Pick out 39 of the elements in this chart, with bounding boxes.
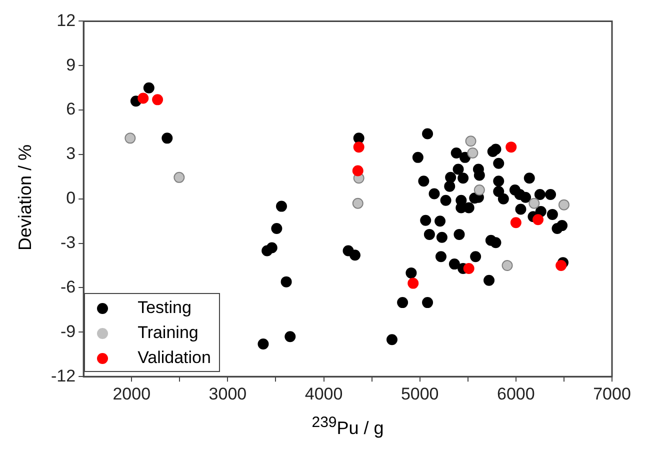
- point: [532, 214, 544, 226]
- y-axis-title: Deviation / %: [16, 143, 36, 252]
- point: [353, 142, 364, 153]
- point: [510, 217, 522, 228]
- legend-label: Training: [138, 323, 198, 344]
- point: [352, 165, 364, 176]
- point: [556, 260, 567, 272]
- legend-label: Validation: [138, 348, 211, 368]
- x-tick-label: 4000: [304, 384, 343, 404]
- y-tick-label: 9: [66, 55, 76, 74]
- y-tick-label: -12: [50, 366, 76, 386]
- y-tick-label: 6: [66, 100, 76, 119]
- x-tick-label: 5000: [400, 384, 439, 404]
- x-axis-title: $^{239}$Pu / g: [310, 414, 385, 439]
- y-tick-label: 0: [66, 188, 76, 208]
- point: [506, 142, 517, 153]
- y-tick-label: 3: [66, 144, 76, 164]
- x-tick-label: 3000: [208, 384, 247, 404]
- y-tick-label: -3: [60, 233, 76, 252]
- point: [467, 147, 478, 158]
- point: [408, 278, 419, 289]
- point: [152, 94, 164, 106]
- point: [174, 172, 185, 183]
- point: [465, 136, 476, 147]
- point: [124, 132, 136, 144]
- y-tick-label: 12: [56, 10, 76, 30]
- y-tick-label: -6: [60, 277, 76, 296]
- point: [352, 198, 364, 209]
- point: [502, 260, 513, 272]
- x-tick-label: 2000: [112, 384, 151, 404]
- x-tick-label: 6000: [497, 384, 535, 404]
- y-tick-label: -9: [60, 322, 76, 341]
- legend-label: Testing: [138, 298, 192, 318]
- point: [138, 92, 149, 104]
- point: [558, 199, 570, 210]
- point: [474, 184, 485, 196]
- point: [463, 263, 474, 274]
- point: [528, 198, 540, 209]
- x-tick-label: 7000: [593, 384, 631, 404]
